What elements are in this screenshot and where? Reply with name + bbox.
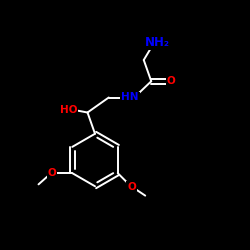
Text: O: O bbox=[167, 76, 175, 86]
Text: O: O bbox=[127, 182, 136, 192]
Text: HN: HN bbox=[121, 92, 139, 102]
Text: HO: HO bbox=[60, 105, 78, 115]
Text: O: O bbox=[48, 168, 57, 178]
Text: NH₂: NH₂ bbox=[145, 36, 170, 49]
